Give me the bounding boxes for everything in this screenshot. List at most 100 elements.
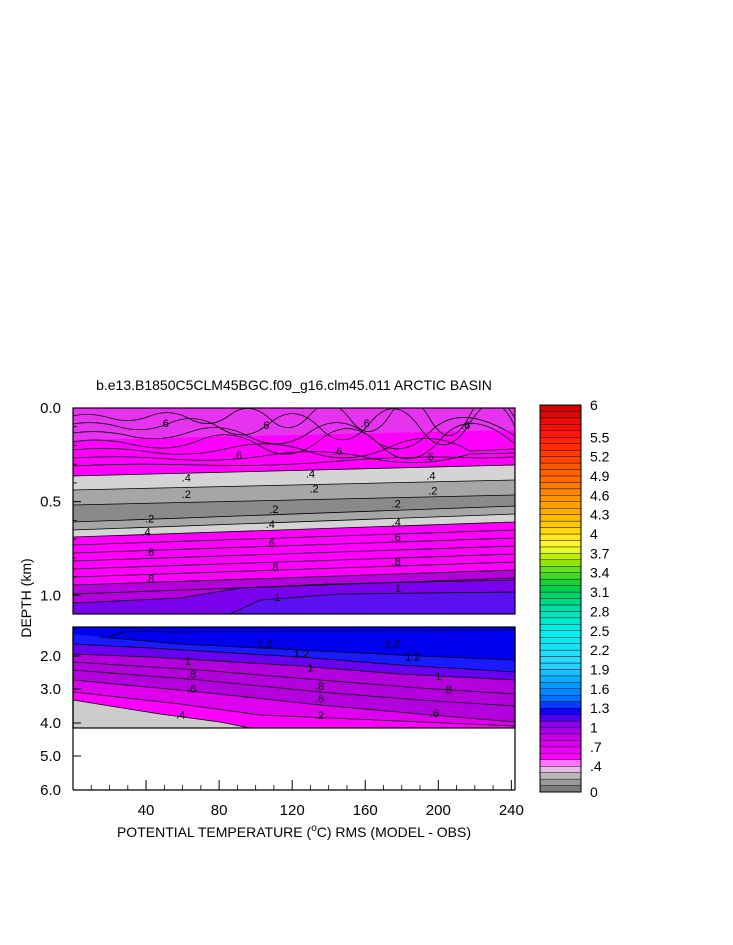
y-ticks-lower: 2.0 3.0 4.0 5.0 6.0 <box>40 648 81 799</box>
y-tick-label: 5.0 <box>40 748 61 765</box>
colorbar-box <box>539 778 582 786</box>
colorbar-box <box>539 598 582 606</box>
contour-label: .8 <box>392 557 401 569</box>
colorbar-box <box>539 417 582 425</box>
colorbar-label: 5.2 <box>590 449 610 465</box>
colorbar-label: 4.9 <box>590 468 610 484</box>
upper-band-grey-2 <box>73 506 515 530</box>
x-tick-label: 200 <box>426 802 451 819</box>
colorbar-box <box>539 759 582 767</box>
y-axis-label: DEPTH (km) <box>18 558 34 637</box>
colorbar-label: 1.3 <box>590 700 610 716</box>
colorbar-label: .7 <box>590 739 602 755</box>
colorbar-label: 1.9 <box>590 661 610 677</box>
colorbar-box <box>539 572 582 580</box>
upper-panel-frame <box>72 407 516 615</box>
contour-label: .6 <box>315 694 324 706</box>
x-tick-label: 40 <box>138 802 155 819</box>
colorbar-labels: 6 5.5 5.2 4.9 4.6 4.3 4 3.7 3.4 3.1 2.8 2.5 2.2 1.9 1.… <box>590 397 610 800</box>
colorbar-box <box>539 656 582 664</box>
contour-label: .6 <box>430 708 439 720</box>
colorbar-box <box>539 649 582 657</box>
x-axis-label: POTENTIAL TEMPERATURE (oC) RMS (MODEL - … <box>117 823 471 840</box>
colorbar: 6 5.5 5.2 4.9 4.6 4.3 4 3.7 3.4 3.1 2.8 2.5 2.2 1.9 1.… <box>539 397 610 800</box>
colorbar-box <box>539 611 582 619</box>
contour-label: .2 <box>392 499 401 511</box>
colorbar-box <box>539 669 582 677</box>
colorbar-box <box>539 740 582 748</box>
colorbar-box <box>539 630 582 638</box>
colorbar-box <box>539 701 582 709</box>
contour-label: .2 <box>269 504 278 516</box>
colorbar-label: 6 <box>590 397 598 413</box>
colorbar-box <box>539 508 582 515</box>
colorbar-box <box>539 495 582 502</box>
colorbar-box <box>539 662 582 670</box>
y-tick-label: 3.0 <box>40 681 61 698</box>
colorbar-label: 3.7 <box>590 545 610 561</box>
colorbar-box <box>539 559 582 567</box>
lower-band-indigo <box>73 644 515 680</box>
colorbar-box <box>539 746 582 754</box>
contour-label: .4 <box>426 470 435 482</box>
y-tick-label: 6.0 <box>40 782 61 799</box>
contour-label: 1 <box>307 663 313 675</box>
contour-label: 1 <box>395 583 401 595</box>
colorbar-label: 3.1 <box>590 584 610 600</box>
colorbar-box <box>539 753 582 760</box>
contour-label: .6 <box>333 446 342 458</box>
colorbar-label: 1 <box>590 720 598 736</box>
axes: 40 80 120 160 200 240 0.0 0.5 1.0 2.0 3.0 4.0 5.0 6… <box>40 400 524 819</box>
chart-title: b.e13.B1850C5CLM45BGC.f09_g16.clm45.011 … <box>96 377 492 393</box>
x-tick-label: 240 <box>499 802 524 819</box>
contour-label: .6 <box>145 547 154 559</box>
lower-band-navy <box>73 627 515 660</box>
colorbar-label: 4.6 <box>590 487 610 503</box>
y-ticks-upper: 0.0 0.5 1.0 <box>40 400 81 604</box>
contour-label: .2 <box>428 485 437 497</box>
colorbar-box <box>539 585 582 593</box>
upper-panel: .6 .6 .6 .6 .6 .6 .6 .4 .4 .4 .2 .2 .2 .2 .2 .2 .4 .4 .4 .6… <box>72 407 516 615</box>
colorbar-box <box>539 675 582 683</box>
colorbar-box <box>539 443 582 451</box>
colorbar-label: 2.5 <box>590 623 610 639</box>
contour-label: 1.2 <box>385 639 400 651</box>
contour-label: 1.2 <box>405 651 420 663</box>
colorbar-label: 5.5 <box>590 429 610 445</box>
colorbar-label: 2.8 <box>590 603 610 619</box>
x-tick-label: 120 <box>280 802 305 819</box>
x-axis-label-part-2: C) RMS (MODEL - OBS) <box>317 824 471 840</box>
contour-label: .6 <box>160 418 169 430</box>
colorbar-box <box>539 766 582 773</box>
y-tick-label: 0.5 <box>40 494 61 511</box>
contour-label: .6 <box>425 452 434 464</box>
colorbar-box <box>539 475 582 483</box>
contour-label: 1 <box>274 592 280 604</box>
x-tick-label: 80 <box>211 802 228 819</box>
colorbar-label: 4 <box>590 526 598 542</box>
upper-band-grey <box>73 480 515 505</box>
colorbar-box <box>539 430 582 438</box>
colorbar-box <box>539 488 582 496</box>
contour-label: .6 <box>392 532 401 544</box>
colorbar-box <box>539 643 582 651</box>
contour-label: 1.2 <box>257 639 272 651</box>
x-ticks: 40 80 120 160 200 240 <box>90 780 524 819</box>
colorbar-box <box>539 437 582 444</box>
colorbar-box <box>539 540 582 548</box>
colorbar-box <box>539 501 582 509</box>
colorbar-box <box>539 785 582 793</box>
colorbar-label: 4.3 <box>590 507 610 523</box>
upper-band-pale-2 <box>73 514 515 537</box>
colorbar-box <box>539 462 582 470</box>
colorbar-box <box>539 733 582 741</box>
colorbar-box <box>539 520 582 528</box>
colorbar-box <box>539 469 582 477</box>
x-axis-label-part-1: POTENTIAL TEMPERATURE ( <box>117 824 312 840</box>
colorbar-box <box>539 695 582 702</box>
colorbar-label: 3.4 <box>590 565 610 581</box>
colorbar-label: .4 <box>590 758 602 774</box>
colorbar-box <box>539 533 582 541</box>
